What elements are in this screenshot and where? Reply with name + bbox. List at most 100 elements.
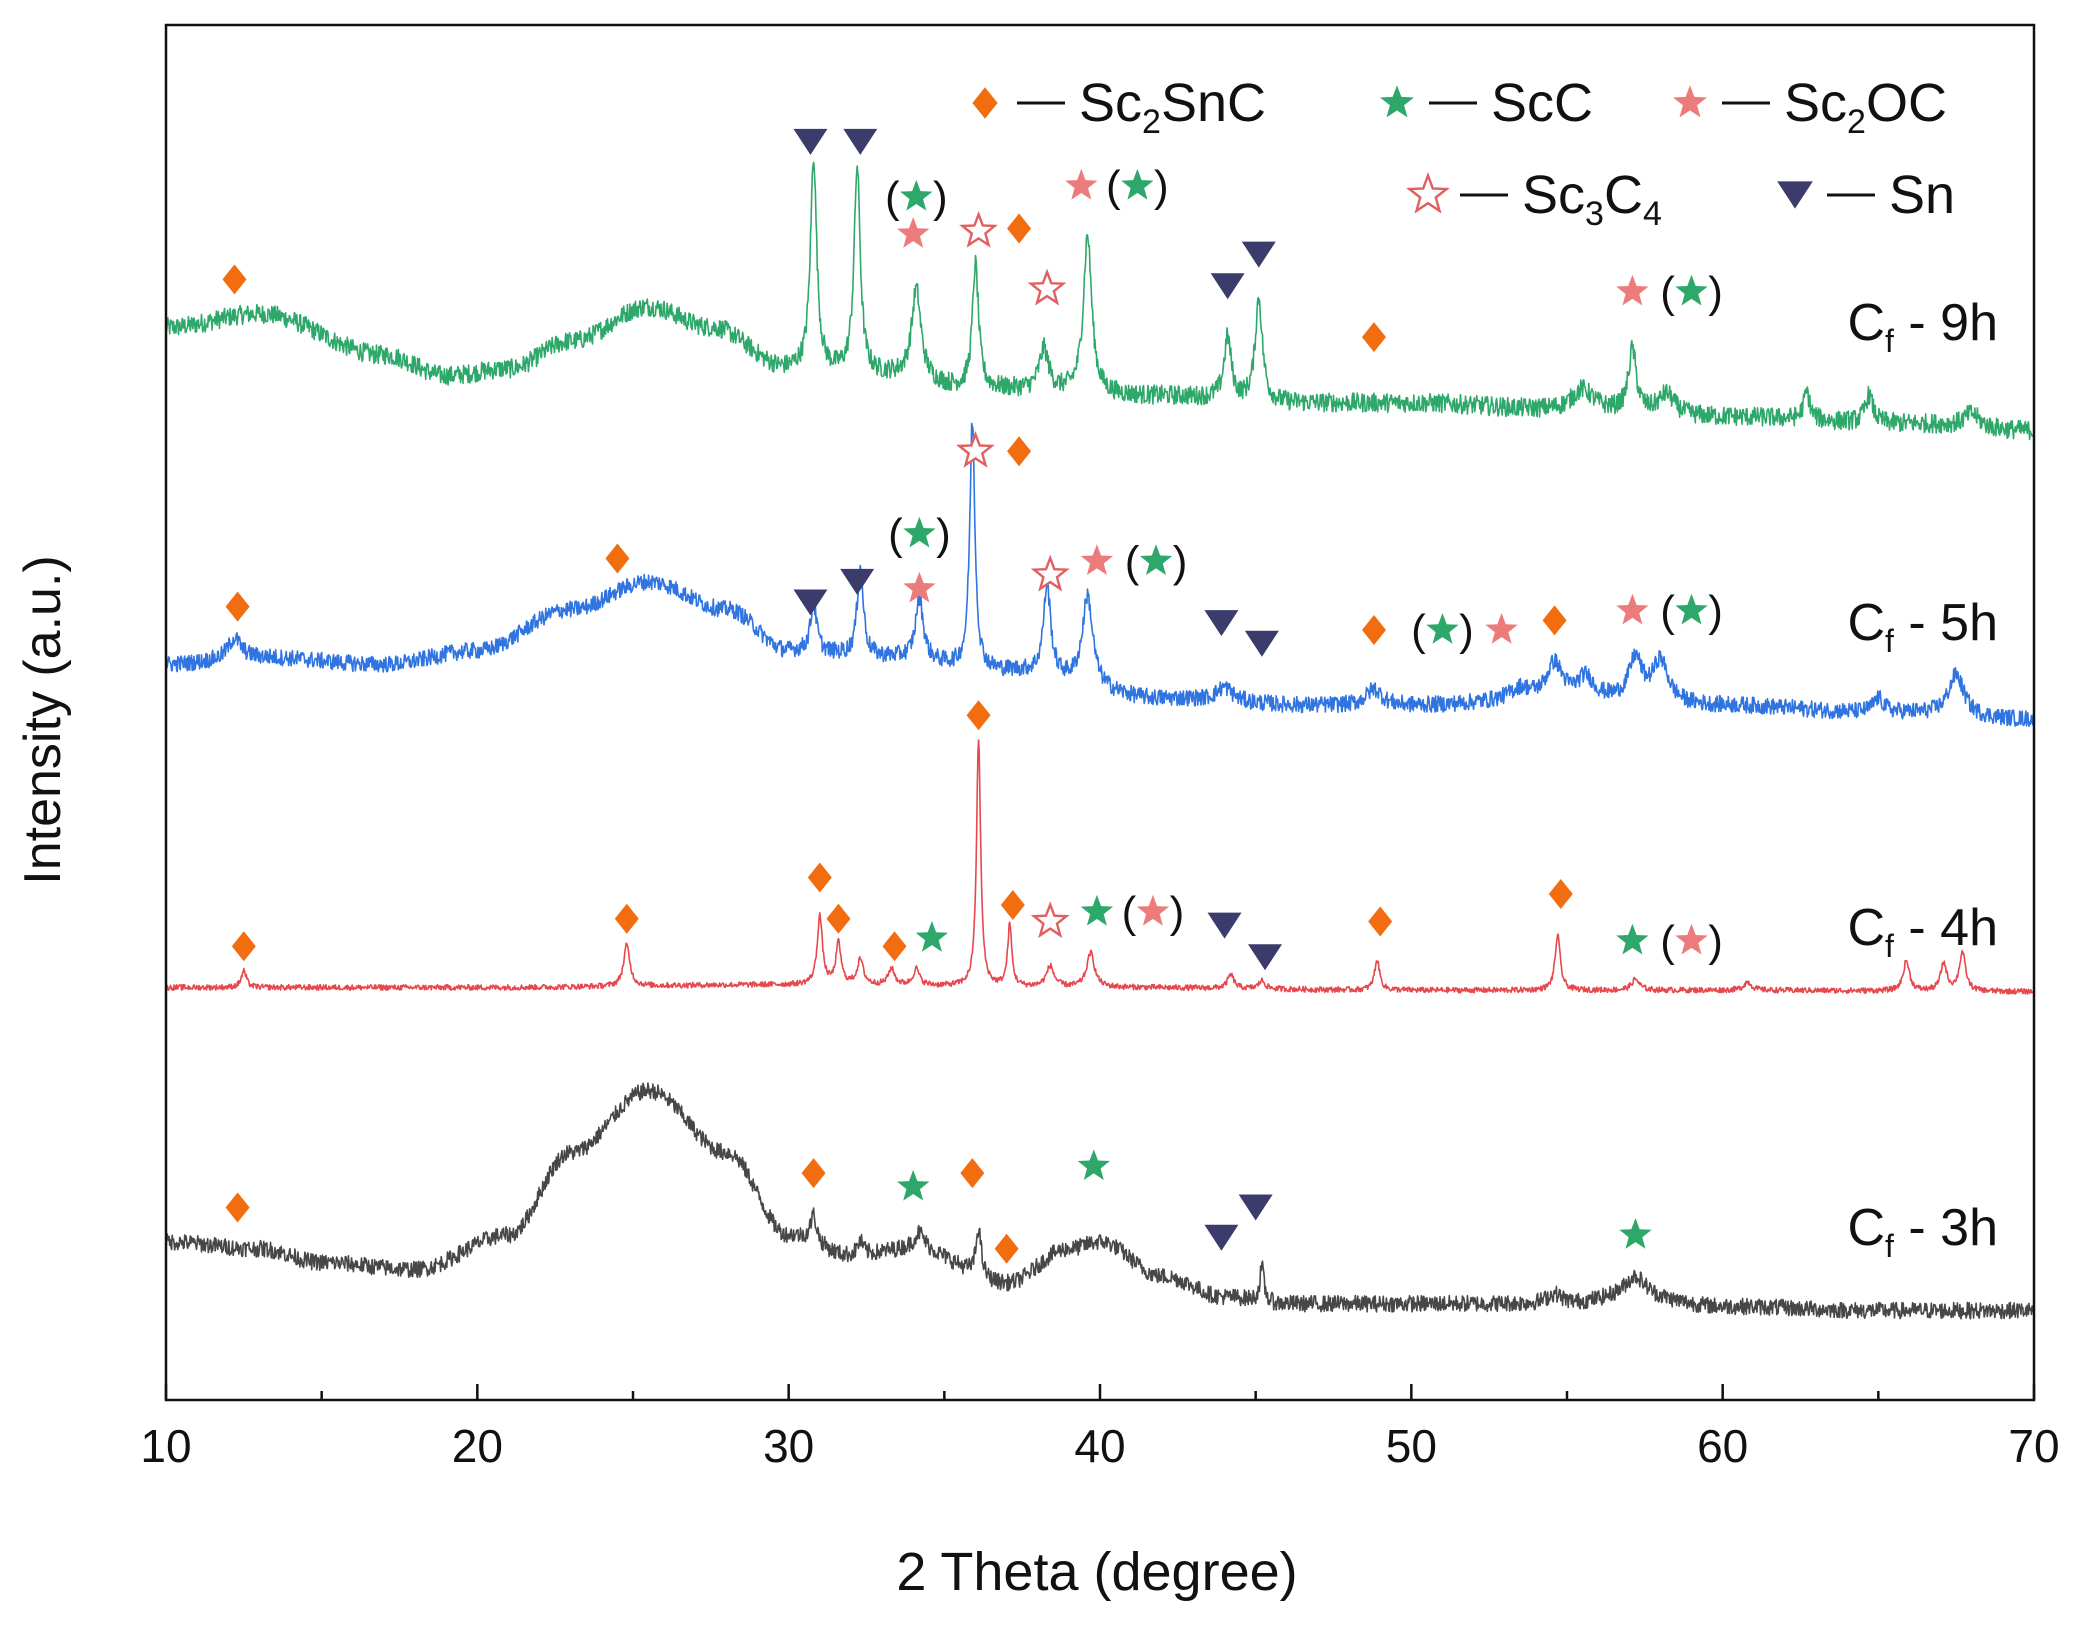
- paren-close: ): [1708, 917, 1723, 966]
- scc-marker: [1675, 274, 1708, 306]
- series-line-2: [165, 739, 2035, 995]
- sn-marker: [1207, 912, 1242, 939]
- scc-marker: [903, 516, 936, 548]
- sn-marker: [1204, 610, 1239, 637]
- sc2oc-marker: [1136, 894, 1170, 926]
- sc2oc-marker: [1065, 168, 1098, 200]
- paren-open: (: [1125, 537, 1140, 586]
- legend-item: Sn: [1777, 165, 1955, 225]
- series-line-3: [165, 1082, 2035, 1320]
- scc-marker: [1121, 168, 1154, 200]
- series-labels: Cf - 9h Cf - 5h Cf - 4h Cf - 3h: [1847, 294, 1998, 1264]
- sc2snc-marker: [966, 700, 991, 731]
- sc2snc-marker: [1368, 906, 1393, 937]
- legend-item: Sc2OC: [1673, 73, 1947, 141]
- sc2oc-marker: [1616, 274, 1649, 306]
- paren-open: (: [1660, 268, 1675, 317]
- sc2snc-marker: [1007, 213, 1032, 244]
- paren-close: ): [933, 173, 948, 222]
- sn-marker: [1248, 944, 1283, 971]
- sc2snc-marker: [1542, 605, 1567, 636]
- x-tick-label: 60: [1697, 1420, 1748, 1472]
- sc2oc-marker: [1675, 923, 1708, 955]
- axes: 10 20 30 40 50 60 70: [140, 23, 2060, 1472]
- sc2oc-marker: [1616, 593, 1649, 625]
- sc2snc-marker: [960, 1158, 985, 1189]
- plot-area: [165, 161, 2035, 1320]
- scc-marker: [1675, 593, 1708, 625]
- sc2snc-marker: [994, 1233, 1019, 1264]
- sn-marker: [1204, 1224, 1239, 1251]
- legend-marker: [972, 87, 998, 119]
- paren-open: (: [885, 173, 900, 222]
- sc2snc-marker: [1548, 879, 1573, 909]
- sc2snc-marker: [1361, 322, 1386, 353]
- scc-marker: [1619, 1218, 1652, 1249]
- paren-open: (: [888, 510, 903, 559]
- x-tick-label: 20: [452, 1420, 503, 1472]
- paren-close: ): [936, 510, 951, 559]
- sc2oc-marker: [897, 217, 930, 248]
- sn-marker: [843, 128, 878, 155]
- x-tick-label: 30: [763, 1420, 814, 1472]
- sc2snc-marker: [1000, 890, 1025, 920]
- sc2snc-marker: [826, 903, 851, 934]
- paren-close: ): [1173, 537, 1188, 586]
- sn-marker: [1238, 1194, 1273, 1221]
- scc-marker: [1077, 1149, 1110, 1180]
- scc-marker: [1426, 613, 1459, 644]
- x-axis-label: 2 Theta (degree): [896, 1542, 1297, 1602]
- sc2snc-marker: [801, 1158, 826, 1189]
- paren-close: ): [1154, 162, 1169, 211]
- sc2snc-marker: [1007, 436, 1032, 467]
- series-label: Cf - 3h: [1847, 1199, 1998, 1264]
- sc3c4-marker: [1027, 268, 1067, 306]
- series-label: Cf - 9h: [1847, 294, 1998, 359]
- paren-close: ): [1708, 587, 1723, 636]
- scc-marker: [1616, 923, 1649, 955]
- scc-marker: [1080, 894, 1114, 926]
- legend-item: Sc2SnC: [972, 73, 1266, 141]
- legend-label: Sn: [1889, 165, 1955, 225]
- legend-marker: [1777, 181, 1813, 209]
- sn-marker: [1241, 241, 1276, 268]
- paren-open: (: [1106, 162, 1121, 211]
- legend-label: ScC: [1491, 73, 1593, 133]
- sc3c4-marker: [959, 210, 998, 248]
- x-tick-label: 50: [1386, 1420, 1437, 1472]
- sc3c4-marker: [956, 430, 995, 468]
- scc-marker: [897, 1169, 930, 1201]
- sc2snc-marker: [231, 931, 256, 962]
- sc2oc-marker: [903, 571, 936, 603]
- x-tick-label: 10: [140, 1420, 191, 1472]
- x-tick-label: 70: [2008, 1420, 2059, 1472]
- legend-marker: [1380, 85, 1414, 118]
- paren-open: (: [1411, 606, 1426, 655]
- paren-open: (: [1122, 888, 1137, 937]
- sc3c4-marker: [1030, 554, 1070, 592]
- paren-close: ): [1708, 268, 1723, 317]
- sc2snc-marker: [614, 903, 639, 934]
- scc-marker: [1139, 544, 1173, 575]
- paren-open: (: [1660, 587, 1675, 636]
- phase-markers: () () () () () () () () (): [222, 128, 1723, 1264]
- sc2oc-marker: [1485, 613, 1518, 644]
- sn-marker: [793, 589, 828, 616]
- sn-marker: [1210, 273, 1245, 300]
- legend-marker: [1406, 171, 1450, 214]
- series-line-0: [165, 161, 2034, 441]
- sc2snc-marker: [605, 543, 630, 574]
- series-label: Cf - 4h: [1847, 899, 1998, 964]
- legend-item: ScC: [1380, 73, 1593, 133]
- sc2snc-marker: [807, 862, 832, 893]
- sc2snc-marker: [225, 1192, 250, 1223]
- sc2oc-marker: [1080, 544, 1114, 575]
- sc2snc-marker: [882, 931, 907, 962]
- legend-label: Sc2SnC: [1079, 73, 1266, 141]
- y-axis-label: Intensity (a.u.): [14, 555, 72, 884]
- legend-marker: [1673, 85, 1707, 118]
- paren-open: (: [1660, 917, 1675, 966]
- paren-close: ): [1170, 888, 1185, 937]
- paren-close: ): [1459, 606, 1474, 655]
